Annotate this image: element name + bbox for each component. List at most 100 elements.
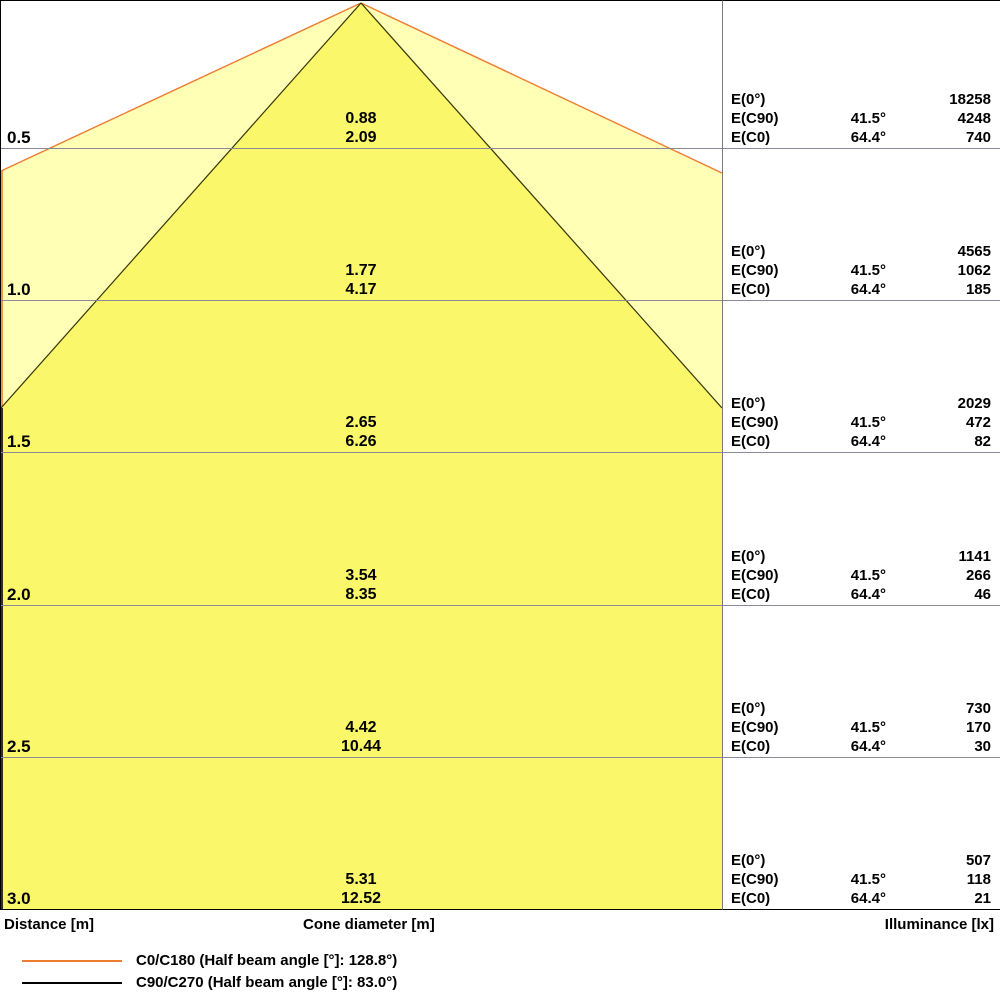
legend-item-c90-c270[interactable]: C90/C270 (Half beam angle [°]: 83.0°) bbox=[0, 972, 700, 994]
cone-beams-graphic bbox=[1, 2, 722, 909]
illuminance-value: 185 bbox=[965, 281, 991, 298]
inner-cone-shape bbox=[1, 3, 722, 909]
cone-diameter-inner-4: 4.42 bbox=[345, 719, 377, 736]
illuminance-line-EC0: E(C0) 64.4° 740 bbox=[723, 128, 1000, 147]
illuminance-value: 4248 bbox=[957, 110, 991, 127]
cone-diameter-group-1: 1.77 4.17 bbox=[301, 261, 421, 299]
cone-diameter-group-0: 0.88 2.09 bbox=[301, 109, 421, 147]
cone-plot-panel: 0.5 1.0 1.5 2.0 2.5 3.0 0.88 2.09 1.77 4… bbox=[0, 0, 722, 910]
illuminance-line-EC0: E(C0) 64.4° 82 bbox=[723, 432, 1000, 451]
chart-area: 0.5 1.0 1.5 2.0 2.5 3.0 0.88 2.09 1.77 4… bbox=[0, 0, 1000, 910]
illuminance-value: 740 bbox=[965, 129, 991, 146]
illuminance-label: E(0°) bbox=[731, 700, 766, 717]
illuminance-label: E(C90) bbox=[731, 262, 779, 279]
legend-line-swatch-icon bbox=[22, 982, 122, 984]
illuminance-row-0: E(0°) 18258 E(C90) 41.5° 4248 E(C0) 64.4… bbox=[723, 90, 1000, 147]
illuminance-label: E(C90) bbox=[731, 719, 779, 736]
gridline-1.0 bbox=[1, 300, 722, 301]
illuminance-angle: 64.4° bbox=[850, 586, 886, 603]
gridline-0.5 bbox=[1, 148, 722, 149]
axis-label-distance: Distance [m] bbox=[4, 916, 95, 933]
illuminance-value: 2029 bbox=[957, 395, 991, 412]
illuminance-line-EC0: E(C0) 64.4° 185 bbox=[723, 280, 1000, 299]
cone-diameter-outer-4: 10.44 bbox=[340, 738, 382, 755]
illuminance-line-E0: E(0°) 730 bbox=[723, 699, 1000, 718]
illuminance-line-E0: E(0°) 18258 bbox=[723, 90, 1000, 109]
cone-diameter-outer-5: 12.52 bbox=[340, 890, 382, 907]
illuminance-value: 46 bbox=[974, 586, 991, 603]
illuminance-label: E(C0) bbox=[731, 129, 771, 146]
illuminance-label: E(C90) bbox=[731, 414, 779, 431]
illuminance-angle: 64.4° bbox=[850, 281, 886, 298]
distance-label-3: 2.0 bbox=[7, 585, 31, 604]
cone-diameter-inner-2: 2.65 bbox=[345, 414, 377, 431]
illuminance-line-EC0: E(C0) 64.4° 30 bbox=[723, 737, 1000, 756]
gridline-2.5 bbox=[1, 757, 722, 758]
illuminance-value: 21 bbox=[974, 890, 991, 907]
illuminance-angle: 41.5° bbox=[850, 262, 886, 279]
illuminance-value: 1141 bbox=[958, 548, 991, 565]
data-gridline-2 bbox=[723, 452, 1000, 453]
illuminance-value: 30 bbox=[974, 738, 991, 755]
illuminance-label: E(C0) bbox=[731, 586, 771, 603]
illuminance-line-EC90: E(C90) 41.5° 118 bbox=[723, 870, 1000, 889]
illuminance-data-panel: E(0°) 18258 E(C90) 41.5° 4248 E(C0) 64.4… bbox=[722, 0, 1000, 910]
illuminance-row-4: E(0°) 730 E(C90) 41.5° 170 E(C0) 64.4° 3… bbox=[723, 699, 1000, 756]
illuminance-row-3: E(0°) 1141 E(C90) 41.5° 266 E(C0) 64.4° … bbox=[723, 547, 1000, 604]
illuminance-value: 472 bbox=[965, 414, 991, 431]
inner-cone-edge-right bbox=[360, 2, 722, 409]
legend-item-c0-c180[interactable]: C0/C180 (Half beam angle [°]: 128.8°) bbox=[0, 950, 700, 972]
data-gridline-4 bbox=[723, 757, 1000, 758]
cone-diameter-outer-2: 6.26 bbox=[345, 433, 377, 450]
illuminance-label: E(C90) bbox=[731, 567, 779, 584]
illuminance-line-E0: E(0°) 507 bbox=[723, 851, 1000, 870]
illuminance-label: E(0°) bbox=[731, 243, 766, 260]
illuminance-angle: 64.4° bbox=[850, 738, 886, 755]
illuminance-label: E(C0) bbox=[731, 433, 771, 450]
legend-label: C0/C180 (Half beam angle [°]: 128.8°) bbox=[136, 952, 398, 969]
axis-label-cone-diameter: Cone diameter [m] bbox=[303, 916, 435, 933]
illuminance-line-E0: E(0°) 2029 bbox=[723, 394, 1000, 413]
illuminance-label: E(C0) bbox=[731, 281, 771, 298]
illuminance-row-1: E(0°) 4565 E(C90) 41.5° 1062 E(C0) 64.4°… bbox=[723, 242, 1000, 299]
illuminance-label: E(C0) bbox=[731, 738, 771, 755]
axis-label-illuminance: Illuminance [lx] bbox=[884, 916, 994, 933]
data-gridline-0 bbox=[723, 148, 1000, 149]
distance-label-1: 1.0 bbox=[7, 280, 31, 299]
inner-cone-edge-left bbox=[1, 2, 362, 409]
distance-label-5: 3.0 bbox=[7, 889, 31, 908]
illuminance-value: 4565 bbox=[957, 243, 991, 260]
cone-diameter-inner-1: 1.77 bbox=[345, 262, 377, 279]
cone-diameter-inner-0: 0.88 bbox=[345, 110, 377, 127]
illuminance-label: E(0°) bbox=[731, 91, 766, 108]
illuminance-line-EC90: E(C90) 41.5° 472 bbox=[723, 413, 1000, 432]
outer-cone-edge-left bbox=[1, 2, 362, 172]
illuminance-angle: 64.4° bbox=[850, 890, 886, 907]
data-gridline-3 bbox=[723, 605, 1000, 606]
cone-diameter-group-5: 5.31 12.52 bbox=[301, 870, 421, 908]
illuminance-angle: 64.4° bbox=[850, 433, 886, 450]
cone-diameter-outer-3: 8.35 bbox=[345, 586, 377, 603]
illuminance-label: E(0°) bbox=[731, 548, 766, 565]
illuminance-label: E(0°) bbox=[731, 852, 766, 869]
axis-captions: Distance [m] Cone diameter [m] Illuminan… bbox=[0, 916, 1000, 942]
cone-diameter-group-2: 2.65 6.26 bbox=[301, 413, 421, 451]
illuminance-value: 82 bbox=[974, 433, 991, 450]
cone-diameter-inner-5: 5.31 bbox=[345, 871, 377, 888]
cone-diameter-outer-1: 4.17 bbox=[345, 281, 377, 298]
illuminance-value: 266 bbox=[965, 567, 991, 584]
illuminance-angle: 64.4° bbox=[850, 129, 886, 146]
legend-line-swatch-icon bbox=[22, 960, 122, 962]
distance-label-4: 2.5 bbox=[7, 737, 31, 756]
illuminance-angle: 41.5° bbox=[850, 719, 886, 736]
illuminance-label: E(C0) bbox=[731, 890, 771, 907]
illuminance-line-EC90: E(C90) 41.5° 266 bbox=[723, 566, 1000, 585]
illuminance-label: E(0°) bbox=[731, 395, 766, 412]
cone-diameter-group-4: 4.42 10.44 bbox=[301, 718, 421, 756]
distance-label-2: 1.5 bbox=[7, 432, 31, 451]
outer-cone-edge-right bbox=[360, 2, 722, 174]
illuminance-line-EC90: E(C90) 41.5° 4248 bbox=[723, 109, 1000, 128]
illuminance-line-E0: E(0°) 4565 bbox=[723, 242, 1000, 261]
legend-label: C90/C270 (Half beam angle [°]: 83.0°) bbox=[136, 974, 398, 991]
